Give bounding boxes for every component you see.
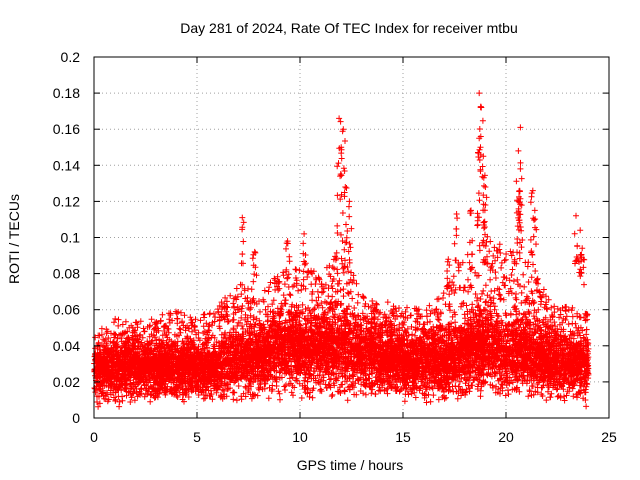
y-tick-label: 0.04 <box>53 338 80 354</box>
y-tick-label: 0.06 <box>53 302 80 318</box>
x-axis-label: GPS time / hours <box>297 457 404 473</box>
data-point <box>571 212 581 267</box>
data-point <box>283 238 293 281</box>
x-tick-label: 20 <box>498 429 514 445</box>
data-point <box>341 184 351 264</box>
y-tick-label: 0.08 <box>53 266 80 282</box>
x-tick-label: 25 <box>601 429 617 445</box>
data-point <box>577 245 588 288</box>
data-point <box>345 198 355 266</box>
data-point <box>527 187 536 258</box>
data-point <box>530 207 540 268</box>
data-points <box>91 90 592 410</box>
y-tick-label: 0.16 <box>53 121 80 137</box>
data-point <box>238 214 247 267</box>
y-tick-label: 0.18 <box>53 85 80 101</box>
data-point <box>514 198 523 262</box>
y-tick-labels: 0 0.02 0.04 0.06 0.08 0.1 0.12 0.14 0.16 0.18 0.2 <box>53 49 80 426</box>
y-axis-label: ROTI / TECUs <box>6 194 22 284</box>
y-tick-label: 0.1 <box>61 230 81 246</box>
y-tick-label: 0.14 <box>53 157 80 173</box>
x-tick-label: 0 <box>90 429 98 445</box>
chart-title: Day 281 of 2024, Rate Of TEC Index for r… <box>180 20 517 36</box>
data-point <box>249 248 260 285</box>
data-point <box>334 115 344 236</box>
y-tick-label: 0.12 <box>53 193 80 209</box>
data-point <box>336 144 346 244</box>
y-tick-label: 0.02 <box>53 374 80 390</box>
x-tick-label: 10 <box>292 429 308 445</box>
data-point <box>479 153 488 246</box>
data-point <box>480 202 490 267</box>
data-point <box>474 135 484 229</box>
data-point <box>300 230 309 275</box>
data-point-cloud <box>91 237 592 410</box>
y-tick-label: 0.2 <box>61 49 81 65</box>
y-tick-label: 0 <box>72 410 80 426</box>
x-tick-labels: 0 5 10 15 20 25 <box>90 429 617 445</box>
x-tick-label: 15 <box>395 429 411 445</box>
data-point <box>466 207 476 271</box>
axis-ticks <box>93 56 610 419</box>
x-tick-label: 5 <box>193 429 201 445</box>
data-point <box>480 184 491 249</box>
data-point <box>451 211 462 266</box>
data-point <box>443 256 453 290</box>
